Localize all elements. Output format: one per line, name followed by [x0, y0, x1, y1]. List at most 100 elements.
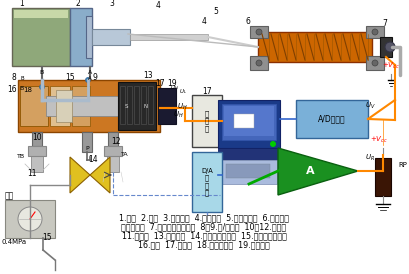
Text: RP: RP	[398, 162, 407, 168]
Circle shape	[256, 29, 262, 35]
Text: A/D特换器: A/D特换器	[318, 115, 346, 124]
Text: 2: 2	[76, 0, 81, 8]
Bar	[222, 104, 276, 140]
Text: 16: 16	[7, 85, 17, 95]
Text: 驱
动
器: 驱 动 器	[205, 110, 209, 132]
Text: 1: 1	[20, 0, 25, 8]
Bar	[192, 152, 222, 212]
Text: 12: 12	[111, 136, 121, 145]
Text: $U_H$: $U_H$	[173, 110, 184, 120]
Text: $U_L$: $U_L$	[179, 88, 187, 96]
Bar	[120, 86, 125, 124]
Text: $U_H$: $U_H$	[170, 84, 178, 92]
Bar	[50, 86, 70, 126]
Bar	[18, 80, 160, 132]
Text: 6: 6	[245, 18, 250, 27]
Text: 3: 3	[110, 0, 115, 8]
Bar	[70, 8, 92, 66]
Bar	[86, 16, 92, 58]
Text: N: N	[144, 104, 148, 109]
Bar	[108, 132, 118, 146]
Text: $U_R$: $U_R$	[365, 153, 375, 163]
Polygon shape	[278, 148, 358, 195]
Text: D/A
特
换
器: D/A 特 换 器	[201, 168, 213, 196]
Bar	[118, 82, 156, 130]
Text: 10: 10	[32, 133, 42, 142]
Text: P: P	[85, 145, 89, 150]
Text: +$V_{cc}$: +$V_{cc}$	[382, 61, 400, 71]
Circle shape	[85, 78, 90, 82]
Bar	[28, 146, 46, 156]
Text: S: S	[124, 104, 128, 109]
Bar	[148, 86, 153, 124]
Bar	[380, 37, 392, 57]
Bar	[296, 100, 368, 138]
Bar	[141, 86, 146, 124]
Text: 位器传感器  7.滑动触点（电刷）  8、9.进/出气孔  10、12.消音器: 位器传感器 7.滑动触点（电刷） 8、9.进/出气孔 10、12.消音器	[121, 222, 287, 231]
Bar	[12, 8, 70, 66]
Text: B: B	[40, 70, 44, 75]
Bar	[104, 146, 122, 156]
Text: B: B	[20, 85, 24, 90]
Text: 18: 18	[23, 87, 32, 93]
Bar	[375, 158, 391, 196]
Circle shape	[270, 141, 276, 147]
Text: 8: 8	[11, 73, 16, 81]
Bar	[366, 56, 384, 70]
Bar	[222, 160, 277, 184]
Text: A: A	[306, 166, 314, 176]
Bar	[72, 86, 90, 126]
Polygon shape	[70, 157, 90, 193]
Bar	[92, 29, 130, 45]
Bar	[366, 26, 384, 38]
Bar	[107, 156, 119, 172]
Circle shape	[372, 29, 378, 35]
Text: 11: 11	[27, 170, 37, 178]
Text: 15: 15	[42, 233, 52, 242]
Bar	[31, 156, 43, 172]
Text: 17: 17	[155, 78, 165, 87]
Circle shape	[372, 60, 378, 66]
Text: TA: TA	[121, 152, 129, 156]
Text: 19: 19	[167, 78, 177, 87]
Text: $U_V$: $U_V$	[365, 101, 375, 111]
Text: 7: 7	[382, 19, 387, 28]
Bar	[82, 132, 92, 152]
Text: $U_H$: $U_H$	[177, 102, 187, 112]
Bar	[127, 86, 132, 124]
Text: 15: 15	[65, 73, 75, 81]
Circle shape	[40, 84, 45, 90]
Text: B: B	[20, 76, 24, 81]
Text: 11.进气孔  13.电磁线圈  14.电动比例调节阀  15.气源处理三联件: 11.进气孔 13.电磁线圈 14.电动比例调节阀 15.气源处理三联件	[121, 231, 286, 240]
Bar	[250, 56, 268, 70]
Text: 14: 14	[88, 155, 98, 164]
Bar	[134, 86, 139, 124]
Bar	[226, 164, 270, 178]
Bar	[130, 34, 208, 40]
Circle shape	[256, 60, 262, 66]
Bar	[234, 114, 254, 128]
Circle shape	[18, 207, 42, 231]
Text: 9: 9	[92, 73, 97, 81]
Bar	[14, 10, 68, 18]
Bar	[158, 88, 176, 124]
Bar	[192, 95, 222, 147]
Circle shape	[385, 42, 395, 52]
Bar	[20, 86, 48, 126]
Polygon shape	[90, 157, 110, 193]
Text: 气源: 气源	[5, 192, 14, 201]
Bar	[46, 96, 118, 116]
Text: 17: 17	[202, 87, 212, 96]
Bar	[56, 90, 72, 122]
Text: 4: 4	[155, 1, 160, 10]
Bar	[32, 132, 42, 146]
Bar	[218, 100, 280, 148]
Text: A: A	[88, 70, 92, 75]
Bar	[258, 32, 372, 62]
Text: TB: TB	[17, 153, 25, 158]
Bar	[224, 106, 274, 136]
Bar	[5, 200, 55, 238]
Text: +$V_{cc}$: +$V_{cc}$	[370, 135, 388, 145]
Bar	[218, 148, 280, 160]
Bar	[250, 26, 268, 38]
